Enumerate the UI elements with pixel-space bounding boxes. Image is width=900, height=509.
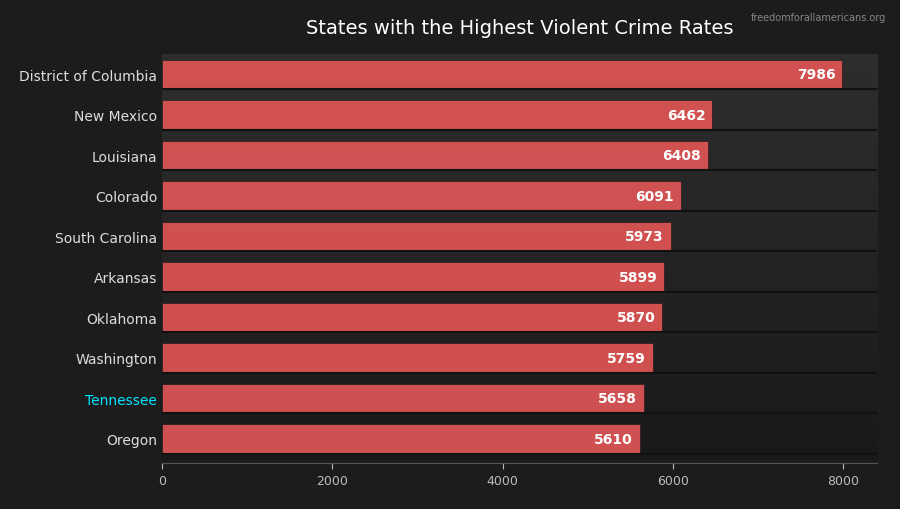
Text: 5610: 5610 xyxy=(594,432,633,446)
Bar xyxy=(162,222,670,251)
Bar xyxy=(162,344,652,373)
Bar xyxy=(162,425,640,454)
Bar xyxy=(162,263,664,292)
Bar xyxy=(162,61,842,90)
Text: 5658: 5658 xyxy=(598,391,637,406)
Bar xyxy=(162,303,662,332)
Text: freedomforallamericans.org: freedomforallamericans.org xyxy=(752,13,886,23)
Text: 5973: 5973 xyxy=(626,230,664,244)
Text: 5870: 5870 xyxy=(616,310,655,325)
Text: 6091: 6091 xyxy=(635,189,674,204)
Bar xyxy=(162,101,713,130)
Text: 5899: 5899 xyxy=(619,270,658,284)
Bar xyxy=(162,384,644,413)
Text: 6408: 6408 xyxy=(662,149,701,163)
Bar xyxy=(162,182,680,211)
Bar xyxy=(162,142,707,171)
Text: 5759: 5759 xyxy=(607,351,645,365)
Title: States with the Highest Violent Crime Rates: States with the Highest Violent Crime Ra… xyxy=(306,19,734,38)
Text: 7986: 7986 xyxy=(796,68,835,82)
Text: 6462: 6462 xyxy=(667,108,706,123)
